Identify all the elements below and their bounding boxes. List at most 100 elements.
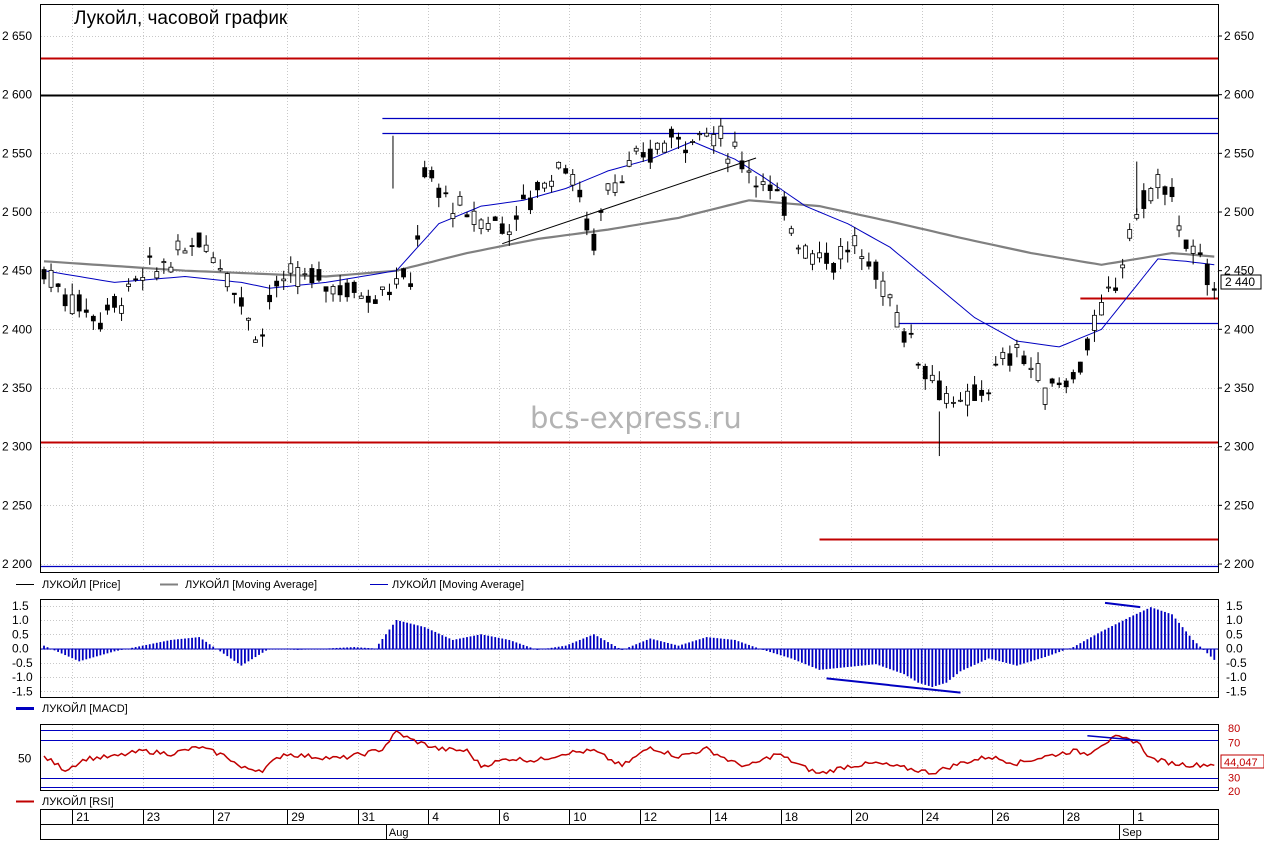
candle-body [69,294,75,315]
candle-body [591,233,597,251]
candle-body [1014,344,1020,349]
candle-body [1021,355,1027,365]
candle-body [1155,174,1161,189]
macd-tick-label-left: -1.0 [12,670,33,684]
candle-body [133,278,139,281]
price-tick-label-right: 2 550 [1224,146,1254,160]
date-label: 21 [76,810,90,824]
candle-body [224,273,230,288]
candle-body [1134,214,1140,219]
candle-body [951,401,956,404]
candle-body [506,231,512,236]
candle-body [1162,186,1168,195]
candle-body [1127,229,1133,239]
candle-body [443,192,449,195]
candle-body [450,213,456,219]
candle-body [1113,287,1118,291]
candle-body [55,283,61,287]
candle-body [281,278,287,282]
candle-body [1056,382,1062,386]
candle-body [711,134,717,147]
candle-body [1176,225,1182,231]
date-label: 6 [503,810,510,824]
candle-body [478,219,484,230]
candle-body [288,263,294,274]
macd-tick-label-right: -1.0 [1226,670,1247,684]
candle-body [915,363,921,366]
candle-body [161,261,167,264]
macd-tick-label-right: 1.5 [1226,599,1243,613]
candle-body [795,247,801,250]
rsi-level-label: 30 [1228,773,1240,785]
ma-long-line [43,199,1215,278]
candle-body [542,182,547,189]
price-tick-label-left: 2 250 [2,498,32,512]
candle-body [48,269,54,288]
candle-body [83,309,89,313]
date-label: 23 [147,810,161,824]
price-tick-label-left: 2 400 [2,322,32,336]
candle-body [231,292,237,295]
candle-body [175,240,181,251]
candle-body [958,399,963,402]
candle-body [718,125,724,139]
macd-tick-label-left: 0.5 [12,627,29,641]
candle-body [683,149,688,154]
price-tick-label-right: 2 250 [1224,498,1254,512]
legend-macd: ЛУКОЙЛ [MACD] [42,702,128,715]
macd-tick-label-left: 1.5 [12,599,29,613]
rsi-last-value-label: 44,047 [1224,757,1258,769]
candle-body [457,195,463,206]
candle-body [563,168,569,174]
candle-body [972,384,977,401]
candle-body [640,152,646,158]
candle-body [98,322,103,330]
macd-panel-frame [40,599,1219,698]
rsi-divergence-line [1087,734,1141,742]
candle-body [210,257,216,264]
price-tick-label-right: 2 400 [1224,322,1254,336]
candle-body [929,374,935,382]
candle-body [894,312,900,328]
candle-body [605,183,611,191]
candle-body [1063,380,1069,388]
date-label: 31 [362,810,376,824]
date-label: 29 [291,810,305,824]
candle-body [253,339,258,343]
candle-body [1035,363,1041,381]
candle-body [774,189,780,192]
candle-body [408,283,414,287]
rsi-level-label: 70 [1228,738,1240,750]
candle-body [492,216,498,221]
price-tick-label-right: 2 600 [1224,88,1254,102]
macd-tick-label-left: -1.5 [12,684,33,698]
candle-body [485,223,491,230]
candle-body [1092,314,1097,331]
price-tick-label-left: 2 500 [2,205,32,219]
price-tick-label-right: 2 300 [1224,440,1254,454]
candle-body [824,252,829,264]
candle-body [464,214,470,218]
candle-body [415,235,421,240]
candle-body [1085,338,1090,351]
candle-body [274,280,280,287]
candle-body [112,296,117,308]
candle-body [704,132,710,137]
legend-rsi: ЛУКОЙЛ [RSI] [42,795,114,808]
candle-body [387,291,392,296]
rsi-last-value-badge [1220,754,1264,769]
price-tick-label-left: 2 350 [2,381,32,395]
date-label: 10 [573,810,587,824]
chart-title: Лукойл, часовой график [74,8,288,29]
candle-body [147,255,153,258]
candle-body [901,331,907,343]
candle-body [267,294,273,303]
candle-body [119,305,124,314]
date-label: 18 [785,810,799,824]
macd-tick-label-right: 0.0 [1226,642,1243,656]
candle-body [1070,372,1076,380]
candle-body [549,180,554,187]
candle-body [676,136,681,140]
candle-body [401,268,406,278]
